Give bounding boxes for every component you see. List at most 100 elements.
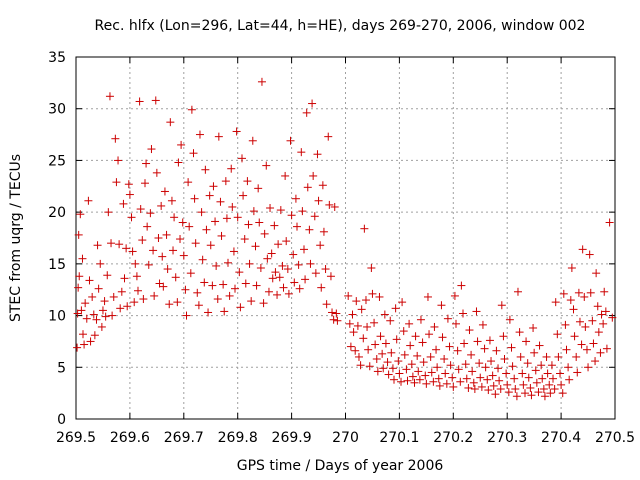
data-point: [93, 241, 102, 250]
data-point: [278, 261, 287, 270]
data-point: [547, 361, 556, 370]
data-point: [88, 292, 97, 301]
data-point: [386, 316, 395, 325]
data-point: [476, 373, 485, 382]
data-point: [154, 234, 163, 242]
data-point: [554, 352, 563, 361]
data-point: [364, 345, 373, 354]
data-point: [169, 246, 178, 255]
x-tick-label: 270.3: [487, 430, 527, 446]
data-point: [158, 252, 167, 261]
data-point: [608, 313, 617, 322]
data-point: [135, 97, 144, 106]
chart-title: Rec. hlfx (Lon=296, Lat=44, h=HE), days …: [95, 18, 586, 34]
data-point: [216, 197, 225, 206]
data-point: [222, 214, 231, 223]
data-point: [326, 272, 335, 281]
data-point: [124, 180, 133, 189]
data-point: [508, 362, 517, 371]
data-point: [387, 348, 396, 357]
data-point: [549, 374, 558, 383]
data-points: [73, 77, 617, 401]
data-point: [545, 380, 554, 389]
data-point: [211, 217, 220, 226]
data-point: [259, 299, 268, 308]
data-point: [411, 332, 420, 341]
data-point: [257, 77, 266, 86]
data-point: [562, 345, 571, 354]
data-point: [247, 297, 256, 306]
data-point: [139, 295, 148, 304]
data-point: [117, 287, 126, 296]
y-tick-label: 10: [48, 309, 66, 325]
data-point: [542, 352, 551, 361]
data-point: [133, 286, 142, 295]
data-point: [357, 305, 366, 314]
data-point: [263, 254, 272, 263]
data-point: [429, 377, 438, 386]
data-point: [572, 352, 581, 361]
data-point: [518, 369, 527, 378]
data-point: [423, 292, 432, 301]
data-point: [538, 374, 547, 383]
data-point: [197, 208, 206, 217]
data-point: [599, 319, 608, 328]
data-point: [434, 374, 443, 383]
data-point: [241, 279, 250, 288]
data-point: [550, 385, 559, 394]
data-point: [163, 265, 172, 274]
data-point: [260, 229, 269, 238]
data-point: [73, 343, 82, 352]
data-point: [298, 207, 307, 216]
data-point: [442, 379, 451, 388]
data-point: [92, 315, 101, 324]
data-point: [586, 288, 595, 297]
data-point: [368, 289, 377, 298]
data-point: [301, 275, 310, 284]
data-point: [566, 296, 575, 305]
data-point: [144, 260, 153, 269]
data-point: [398, 298, 407, 307]
data-point: [324, 132, 333, 141]
data-point: [491, 390, 500, 399]
data-point: [526, 383, 535, 392]
data-point: [433, 363, 442, 372]
data-point: [214, 132, 223, 141]
data-point: [176, 235, 185, 244]
x-axis-label: GPS time / Days of year 2006: [237, 458, 444, 474]
data-point: [219, 280, 228, 289]
data-point: [591, 357, 600, 366]
data-point: [271, 268, 280, 277]
data-point: [569, 305, 578, 314]
data-point: [523, 359, 532, 368]
data-point: [437, 301, 446, 310]
data-point: [233, 213, 242, 222]
data-point: [470, 385, 479, 394]
data-point: [228, 202, 237, 211]
data-point: [284, 289, 293, 298]
data-point: [74, 230, 83, 239]
data-point: [564, 363, 573, 372]
data-point: [181, 285, 190, 294]
x-tick-label: 269.5: [56, 430, 96, 446]
data-point: [575, 317, 584, 326]
data-point: [317, 283, 326, 292]
data-point: [221, 177, 230, 186]
data-point: [152, 168, 161, 177]
data-point: [394, 357, 403, 366]
data-point: [78, 254, 87, 263]
data-point: [371, 340, 380, 349]
data-point: [553, 330, 562, 339]
data-point: [494, 364, 503, 373]
data-point: [380, 310, 389, 319]
data-point: [597, 310, 606, 319]
data-point: [290, 278, 299, 287]
data-point: [82, 314, 91, 323]
data-point: [115, 240, 124, 249]
data-point: [584, 363, 593, 372]
data-point: [497, 301, 506, 310]
data-point: [299, 245, 308, 254]
data-point: [512, 392, 521, 401]
data-point: [76, 210, 85, 219]
data-point: [189, 149, 198, 158]
